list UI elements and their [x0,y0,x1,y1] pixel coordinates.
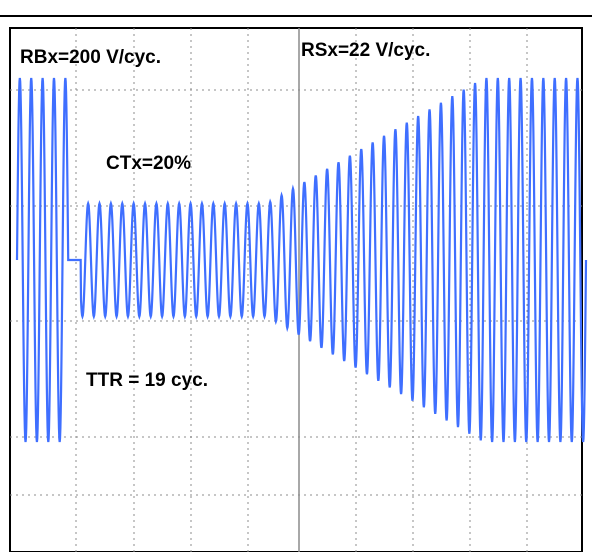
ttr-label: TTR = 19 cyc. [86,370,208,391]
waveform [15,77,588,443]
grid [10,28,582,552]
scope-frame [9,27,583,552]
rs-label: RSx=22 V/cyc. [301,40,430,61]
signal-trace [15,77,588,443]
ct-label: CTx=20% [106,153,191,174]
rb-label: RBx=200 V/cyc. [20,47,161,68]
